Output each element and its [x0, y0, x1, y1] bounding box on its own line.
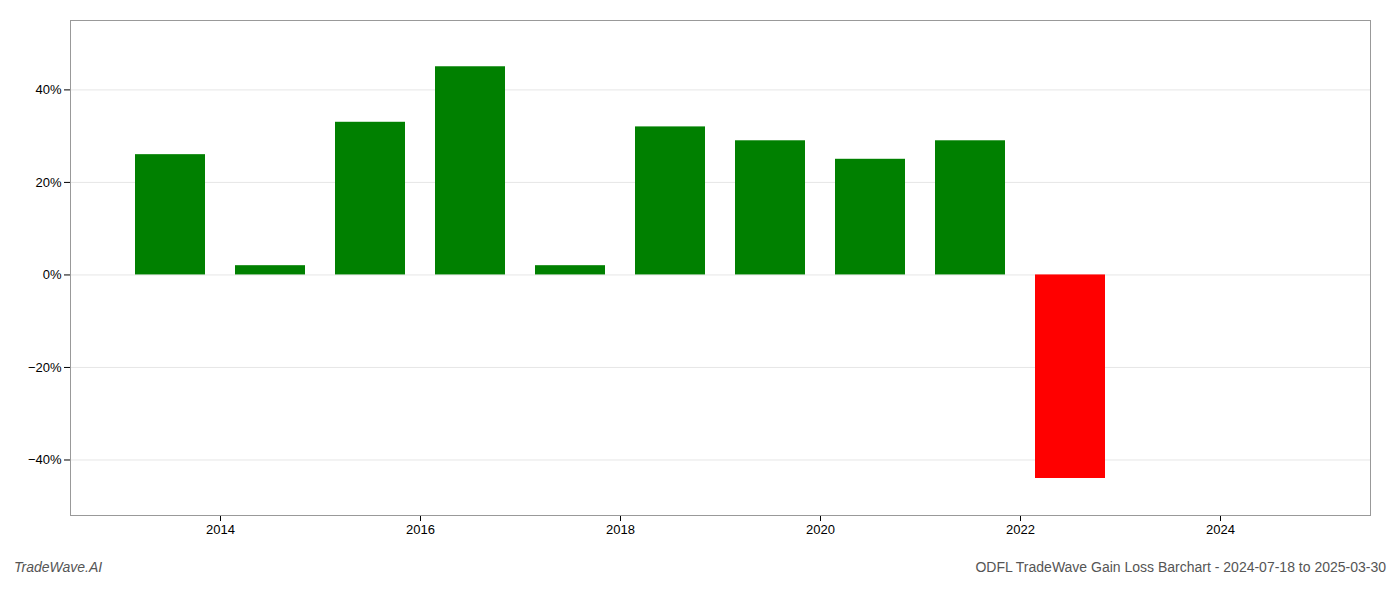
- svg-text:2020: 2020: [806, 522, 835, 537]
- svg-text:2014: 2014: [206, 522, 235, 537]
- svg-text:20%: 20%: [35, 175, 61, 190]
- svg-text:0%: 0%: [43, 267, 62, 282]
- html-text:TradeWave.AI: TradeWave.AI: [14, 559, 103, 575]
- svg-text:2016: 2016: [406, 522, 435, 537]
- html-text:ODFL TradeWave Gain Loss Barch: ODFL TradeWave Gain Loss Barchart - 2024…: [975, 559, 1386, 575]
- svg-text:−20%: −20%: [28, 360, 62, 375]
- svg-text:40%: 40%: [35, 82, 61, 97]
- svg-text:−40%: −40%: [28, 452, 62, 467]
- svg-text:2024: 2024: [1206, 522, 1235, 537]
- svg-text:2022: 2022: [1006, 522, 1035, 537]
- svg-text:2018: 2018: [606, 522, 635, 537]
